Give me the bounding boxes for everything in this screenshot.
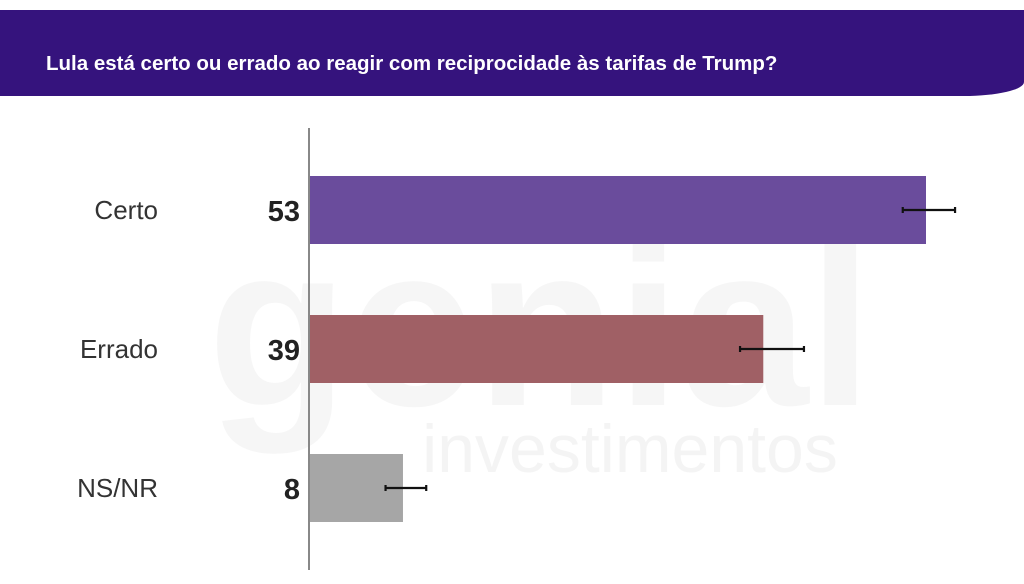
chart-title: Lula está certo ou errado ao reagir com … [46,52,778,75]
watermark-investimentos: investimentos [422,411,838,487]
header-banner: Lula está certo ou errado ao reagir com … [0,10,1024,96]
category-label-errado: Errado [80,334,158,364]
value-label-certo: 53 [268,196,300,228]
value-label-errado: 39 [268,335,300,367]
bar-errado [310,315,764,383]
category-label-ns-nr: NS/NR [77,473,158,503]
category-label-certo: Certo [94,195,158,225]
value-label-ns-nr: 8 [284,474,300,506]
bar-certo [310,176,926,244]
